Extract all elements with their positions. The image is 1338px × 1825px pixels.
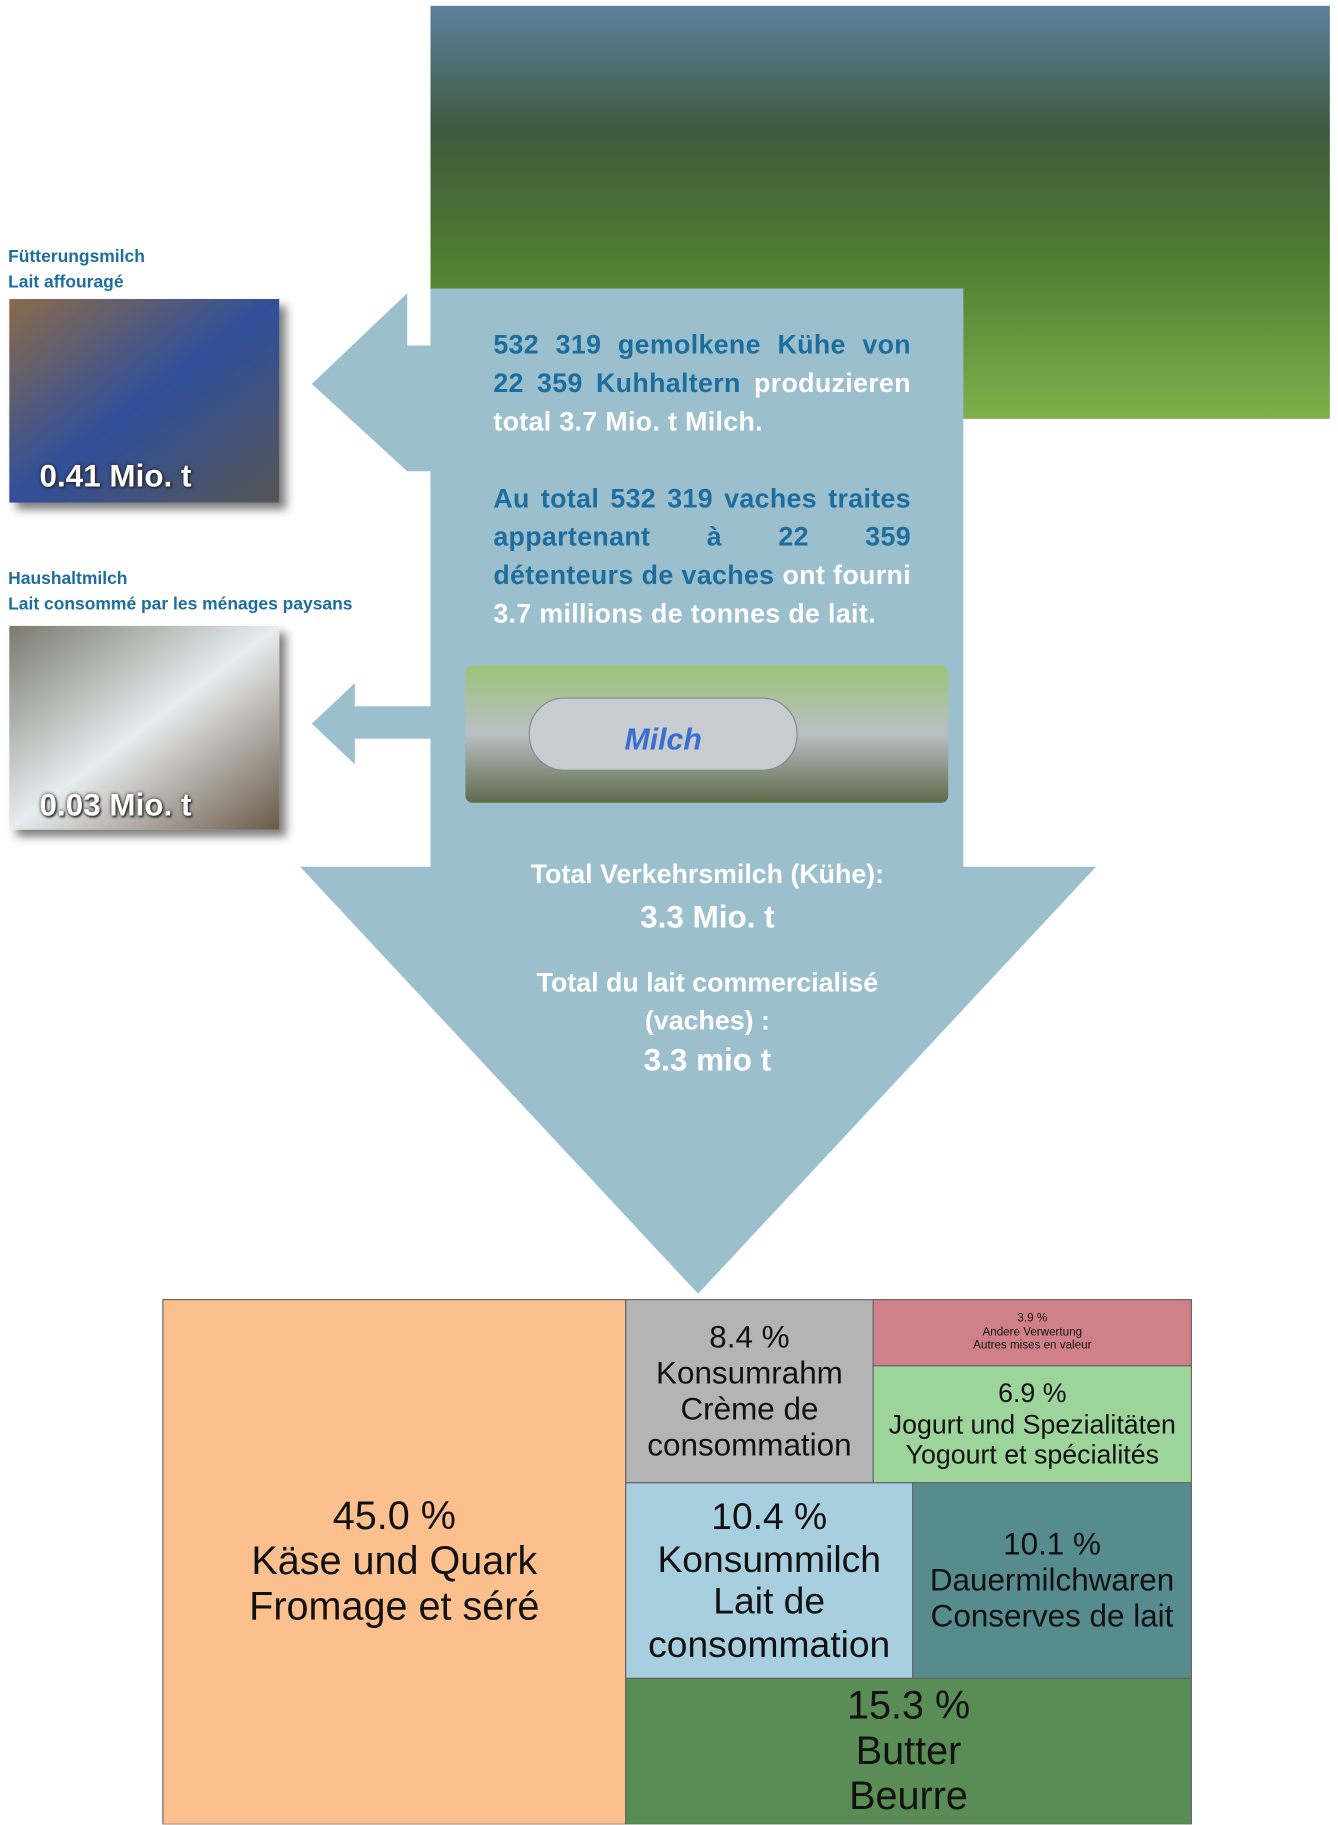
value-label: 10.1 % xyxy=(1003,1526,1101,1562)
category-label: Beurre xyxy=(849,1774,968,1819)
commercial-de-label: Total Verkehrsmilch (Kühe): xyxy=(489,859,926,890)
production-de: 532 319 gemolkene Kühe von 22 359 Kuhhal… xyxy=(493,326,911,441)
category-label: Lait de consommation xyxy=(629,1581,909,1667)
category-label: Konsumrahm xyxy=(656,1355,843,1391)
category-label: Autres mises en valeur xyxy=(973,1339,1091,1352)
category-label: Yogourt et spécialités xyxy=(906,1440,1159,1471)
commercial-de-amount: 3.3 Mio. t xyxy=(489,899,926,935)
caption-fr: Lait affouragé xyxy=(8,270,145,296)
truck-label: Milch xyxy=(625,723,702,756)
category-label: Dauermilchwaren xyxy=(930,1562,1174,1598)
commercial-fr-amount: 3.3 mio t xyxy=(489,1042,926,1078)
value-label: 6.9 % xyxy=(998,1378,1066,1409)
caption-fr: Lait consommé par les ménages paysans xyxy=(8,592,352,618)
value-label: 10.4 % xyxy=(711,1495,827,1538)
caption-de: Fütterungsmilch xyxy=(8,244,145,270)
category-label: Crème de consommation xyxy=(629,1391,869,1463)
category-label: Andere Verwertung xyxy=(982,1326,1082,1339)
value-label: 8.4 % xyxy=(709,1319,789,1355)
category-label: Butter xyxy=(856,1729,962,1774)
value-label: 45.0 % xyxy=(333,1494,456,1539)
feeding-amount: 0.41 Mio. t xyxy=(40,458,192,494)
category-label: Fromage et séré xyxy=(249,1585,539,1630)
category-label: Conserves de lait xyxy=(931,1599,1174,1635)
category-label: Käse und Quark xyxy=(251,1539,537,1584)
commercial-fr-label: Total du lait commercialisé (vaches) : xyxy=(500,963,914,1040)
infographic: Milch FütterungsmilchLait affouragé 0.41… xyxy=(0,0,1338,1824)
category-label: Jogurt und Spezialitäten xyxy=(889,1409,1176,1440)
category-label: Konsummilch xyxy=(657,1538,880,1581)
page: {"feeding_milk": {"title_de": "Fütterung… xyxy=(0,0,1338,1825)
household-amount: 0.03 Mio. t xyxy=(40,788,192,824)
production-fr: Au total 532 319 vaches traites apparten… xyxy=(493,479,911,633)
value-label: 15.3 % xyxy=(847,1683,970,1728)
value-label: 3.9 % xyxy=(1017,1313,1047,1326)
caption-de: Haushaltmilch xyxy=(8,567,352,593)
